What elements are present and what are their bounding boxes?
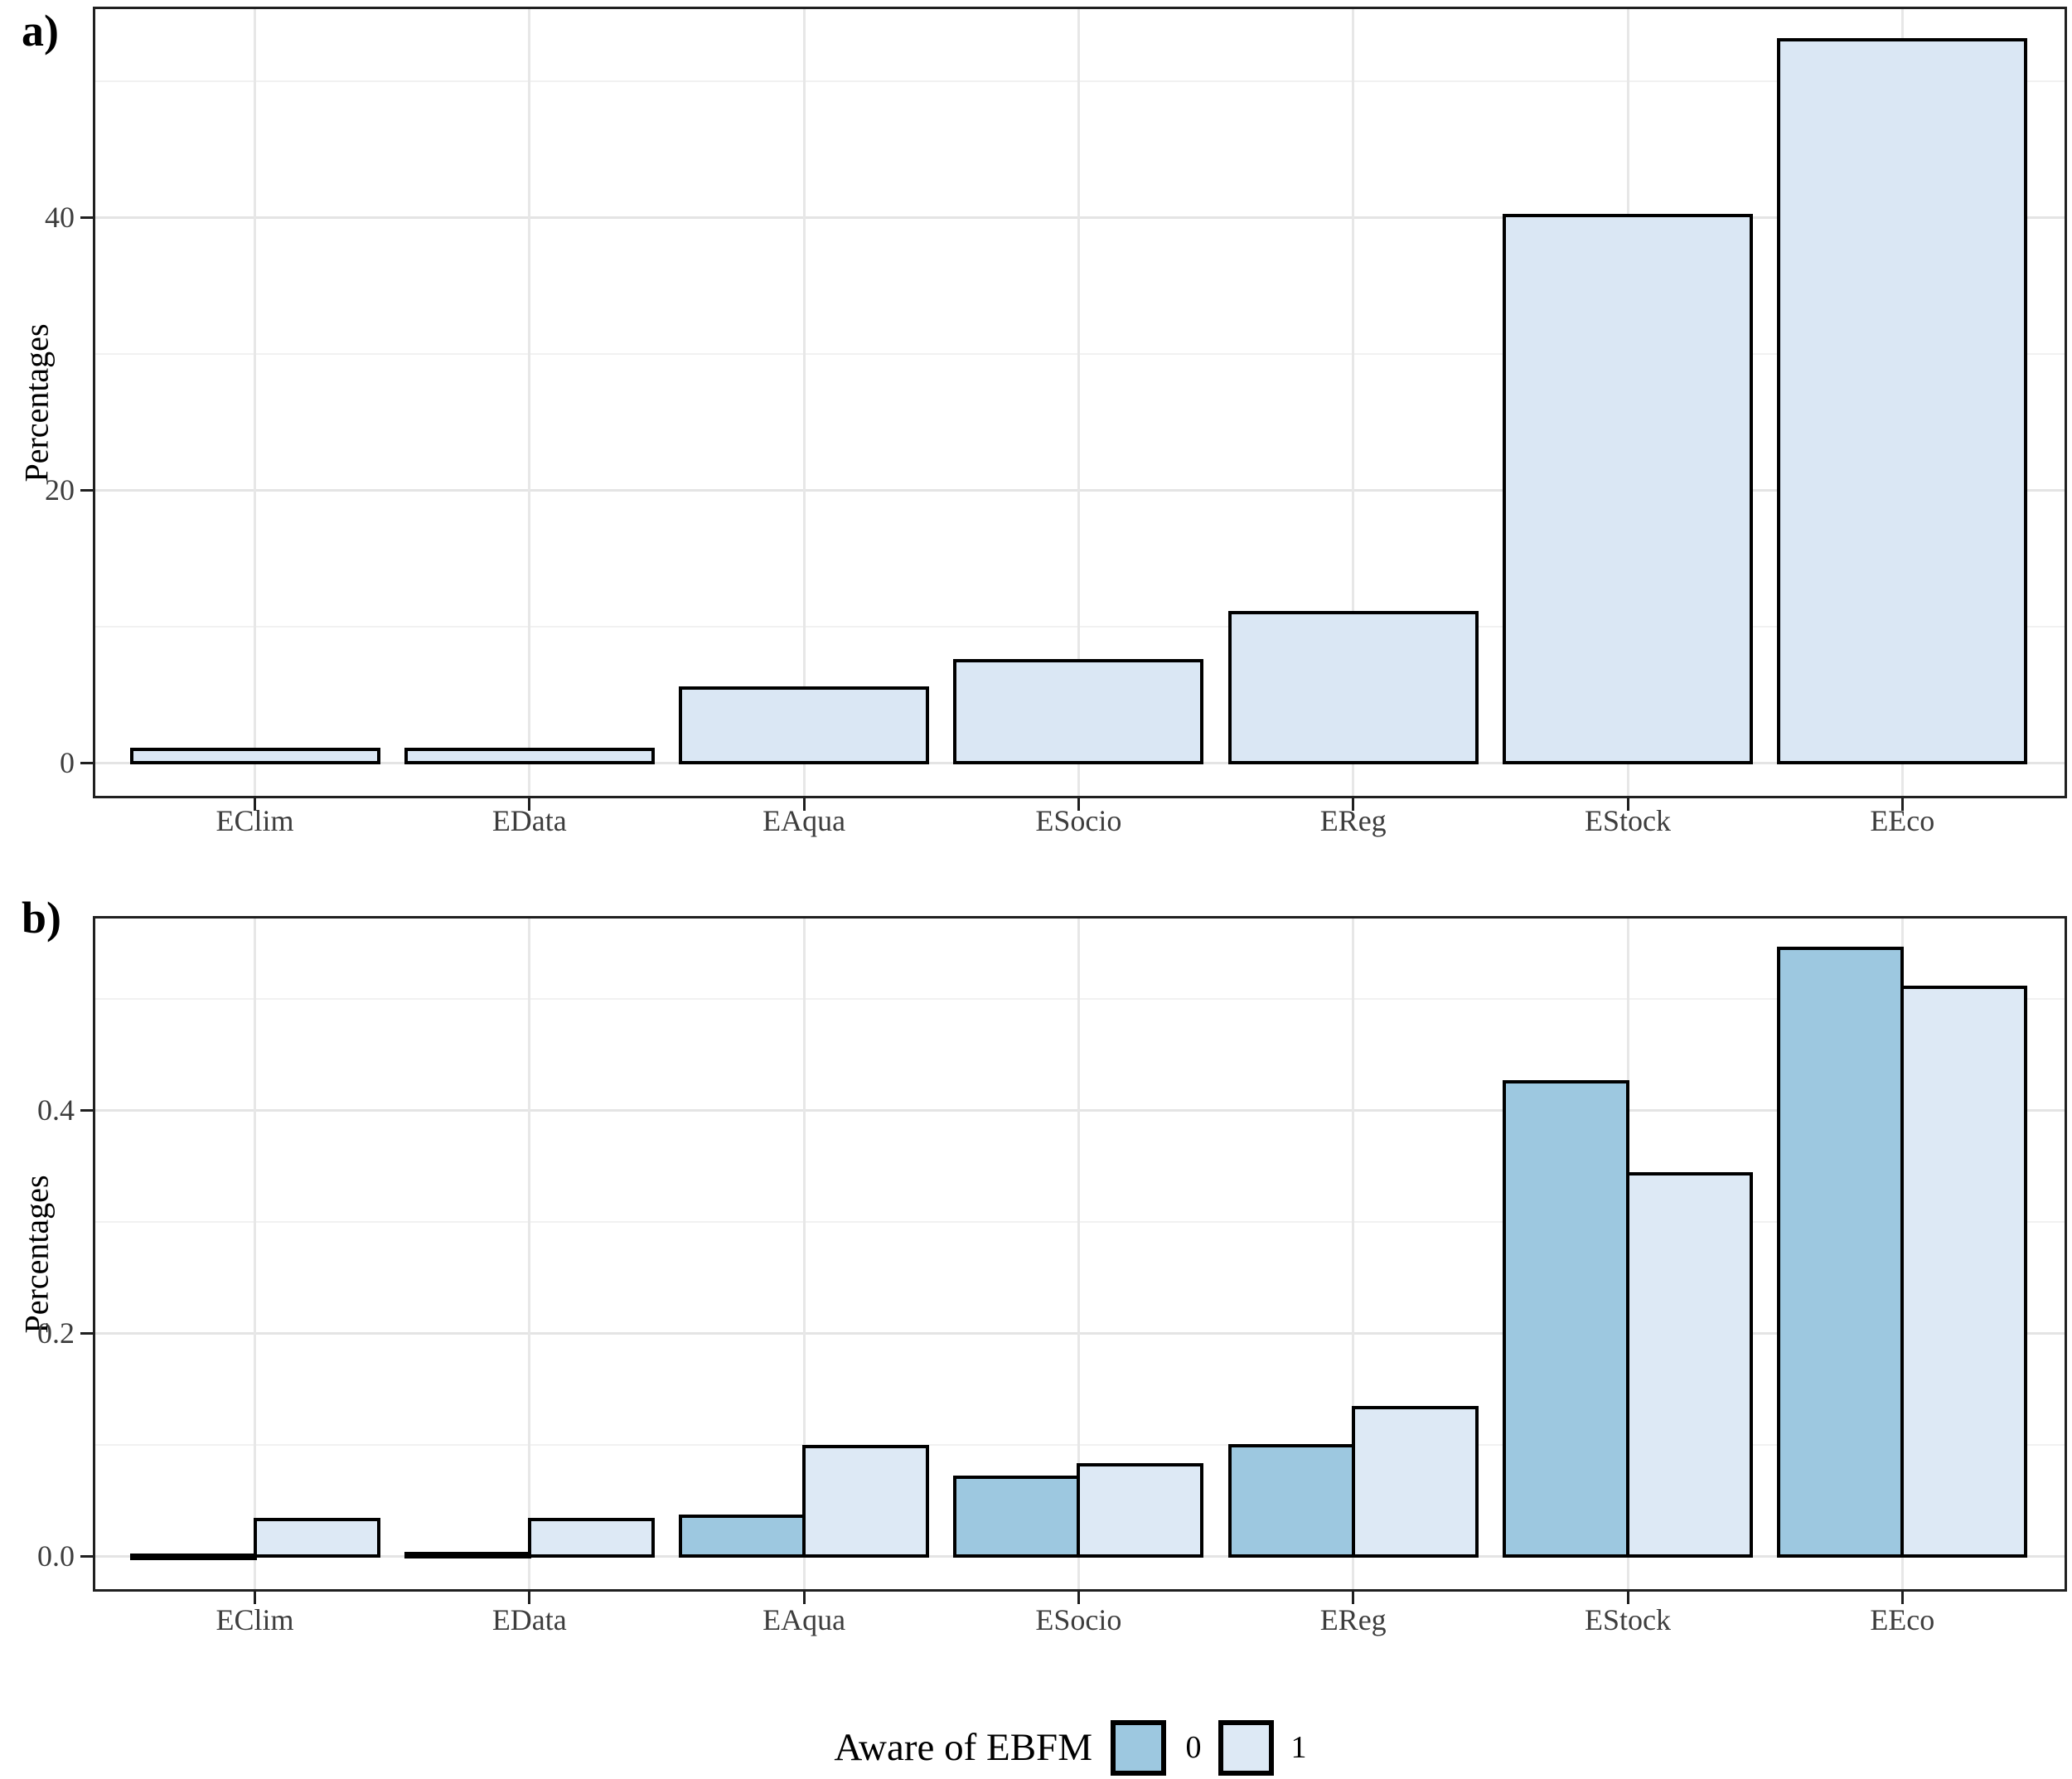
bar-EAqua-aware-1 (802, 1445, 930, 1558)
x-tick-label-ESocio: ESocio (1035, 804, 1122, 837)
y-tick-label-20: 20 (45, 473, 75, 507)
gridline-x-EData (528, 919, 531, 1589)
x-tick-EStock (1626, 1592, 1629, 1604)
y-tick-0.4 (80, 1108, 93, 1112)
x-tick-EStock (1626, 798, 1629, 811)
x-tick-label-EData: EData (491, 1603, 567, 1636)
x-tick-EEco (1900, 798, 1904, 811)
x-tick-label-EReg: EReg (1319, 1603, 1387, 1636)
x-tick-label-EEco: EEco (1870, 804, 1935, 837)
x-tick-label-EReg: EReg (1319, 804, 1387, 837)
bar-EStock (1503, 214, 1753, 764)
bar-EStock-aware-1 (1626, 1171, 1753, 1558)
gridline-x-EData (528, 9, 531, 796)
y-tick-0 (80, 1554, 93, 1558)
gridline-x-EClim (254, 919, 256, 1589)
panel-b-plot-area (93, 916, 2067, 1592)
x-tick-ESocio (1077, 1592, 1080, 1604)
bar-EAqua (679, 686, 930, 764)
y-tick-label-0.4: 0.4 (37, 1093, 75, 1127)
gridline-major-y-0.2 (95, 1331, 2065, 1335)
x-tick-label-ESocio: ESocio (1035, 1603, 1122, 1636)
bar-ESocio-aware-1 (1077, 1462, 1204, 1558)
x-tick-EReg (1352, 1592, 1355, 1604)
bar-ESocio-aware-0 (953, 1475, 1081, 1558)
bar-EEco-aware-0 (1777, 946, 1905, 1558)
bar-EStock-aware-0 (1503, 1080, 1629, 1558)
gridline-minor-y-0.5 (95, 997, 2065, 1000)
x-tick-EEco (1900, 1592, 1904, 1604)
gridline-minor-y-50 (95, 80, 2065, 82)
panel-a-plot-area (93, 7, 2067, 798)
x-tick-EClim (254, 798, 256, 811)
bar-EClim-aware-1 (253, 1517, 380, 1558)
gridline-x-ESocio (1077, 9, 1080, 796)
bar-EData-aware-1 (527, 1517, 655, 1558)
gridline-major-y-40 (95, 216, 2065, 219)
y-tick-0.2 (80, 1331, 93, 1335)
legend-key-1-swatch (1218, 1720, 1274, 1776)
bar-EData (404, 747, 655, 764)
x-tick-label-EClim: EClim (215, 1603, 294, 1636)
x-tick-ESocio (1077, 798, 1080, 811)
bar-EClim (129, 747, 380, 764)
panel-b-y-axis-title: Percentages (17, 1175, 56, 1334)
gridline-x-EReg (1352, 9, 1355, 796)
gridline-x-EReg (1352, 919, 1355, 1589)
gridline-major-y-20 (95, 488, 2065, 492)
x-tick-label-EAqua: EAqua (762, 804, 846, 837)
x-tick-EAqua (802, 1592, 806, 1604)
gridline-minor-y-30 (95, 352, 2065, 355)
legend-label-1: 1 (1290, 1730, 1307, 1765)
bar-EReg-aware-0 (1227, 1443, 1355, 1558)
y-tick-label-0: 0.0 (37, 1539, 75, 1573)
x-tick-label-EEco: EEco (1870, 1603, 1935, 1636)
legend-title: Aware of EBFM (834, 1726, 1092, 1769)
bar-EEco (1777, 38, 2028, 764)
x-tick-label-EStock: EStock (1585, 804, 1671, 837)
y-tick-0 (80, 761, 93, 764)
legend-key-0-swatch (1111, 1720, 1166, 1776)
bar-EReg-aware-1 (1351, 1406, 1479, 1558)
x-tick-EAqua (802, 798, 806, 811)
x-tick-EReg (1352, 798, 1355, 811)
y-tick-label-0: 0 (60, 746, 75, 779)
panel-a-y-axis-title: Percentages (17, 323, 56, 482)
gridline-minor-y-10 (95, 625, 2065, 628)
y-tick-20 (80, 488, 93, 492)
x-tick-label-EStock: EStock (1585, 1603, 1671, 1636)
y-tick-40 (80, 216, 93, 219)
panel-a-tag: a) (22, 6, 59, 56)
bar-EEco-aware-1 (1900, 986, 2028, 1558)
gridline-x-EAqua (802, 919, 806, 1589)
gridline-minor-y-0.3 (95, 1220, 2065, 1223)
x-tick-label-EAqua: EAqua (762, 1603, 846, 1636)
gridline-x-EAqua (802, 9, 806, 796)
legend-label-0: 0 (1185, 1730, 1202, 1765)
x-tick-label-EClim: EClim (215, 804, 294, 837)
gridline-major-y-0.4 (95, 1108, 2065, 1112)
x-tick-EData (528, 798, 531, 811)
bar-EClim-aware-0 (129, 1553, 257, 1560)
bar-EData-aware-0 (404, 1552, 531, 1559)
x-tick-EClim (254, 1592, 256, 1604)
gridline-minor-y-0.1 (95, 1443, 2065, 1446)
bar-EReg (1227, 611, 1479, 764)
bar-ESocio (953, 658, 1204, 764)
y-tick-label-0.2: 0.2 (37, 1316, 75, 1350)
x-tick-EData (528, 1592, 531, 1604)
gridline-x-ESocio (1077, 919, 1080, 1589)
panel-b-tag: b) (22, 893, 62, 943)
bar-EAqua-aware-0 (679, 1514, 806, 1558)
y-tick-label-40: 40 (45, 201, 75, 234)
gridline-x-EClim (254, 9, 256, 796)
x-tick-label-EData: EData (491, 804, 567, 837)
